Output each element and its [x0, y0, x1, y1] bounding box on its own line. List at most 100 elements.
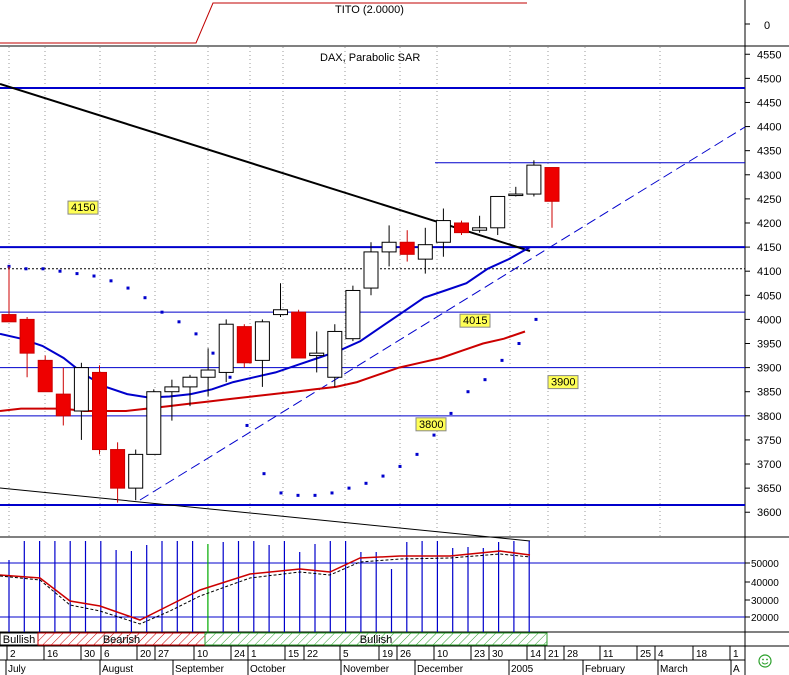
x-month-label: March — [660, 664, 688, 675]
y-tick-label: 3750 — [757, 435, 781, 447]
sar-dot — [92, 274, 96, 278]
y-tick-label: 4100 — [757, 266, 781, 278]
y-tick-label: 4050 — [757, 290, 781, 302]
y-tick-label: 4000 — [757, 314, 781, 326]
sar-dot — [58, 269, 62, 273]
x-day-label: 14 — [530, 649, 542, 660]
x-day-label: 1 — [251, 649, 257, 660]
x-month-label: November — [343, 664, 390, 675]
sar-dot — [41, 267, 45, 271]
sar-dot — [177, 320, 181, 324]
x-day-label: 27 — [158, 649, 170, 660]
candle-body — [291, 311, 307, 359]
candle-body — [309, 352, 325, 357]
x-day-label: 24 — [234, 649, 246, 660]
volume-tick-label: 50000 — [751, 559, 779, 570]
x-day-label: 11 — [603, 649, 614, 660]
candle-body — [544, 167, 560, 202]
sar-dot — [262, 472, 266, 476]
sar-dot — [534, 317, 538, 321]
sar-dot — [245, 423, 249, 427]
candle-body — [37, 359, 53, 393]
x-day-label: 28 — [567, 649, 579, 660]
y-tick-label: 4350 — [757, 146, 781, 158]
candle-body — [182, 376, 198, 388]
x-day-label: 30 — [492, 649, 504, 660]
sar-dot — [500, 358, 504, 362]
up-trend-line — [139, 126, 746, 501]
candle-body — [526, 164, 542, 195]
y-tick-label: 4500 — [757, 73, 781, 85]
x-day-label: 1 — [733, 649, 739, 660]
y-tick-label: 4250 — [757, 194, 781, 206]
candle-body — [435, 220, 451, 243]
candle-body — [399, 241, 415, 255]
sar-dot — [228, 375, 232, 379]
candle-body — [508, 193, 524, 197]
sar-dot — [109, 279, 113, 283]
candle-body — [472, 227, 488, 231]
sar-dot — [432, 433, 436, 437]
x-day-label: 25 — [640, 649, 652, 660]
candle-body — [55, 393, 71, 417]
candle-body — [327, 330, 343, 378]
level-label: 3900 — [551, 377, 575, 389]
y-tick-label: 3800 — [757, 411, 781, 423]
sar-dot — [24, 267, 28, 271]
x-day-label: 16 — [47, 649, 59, 660]
candle-body — [454, 222, 469, 234]
candle-body — [128, 453, 144, 489]
candle-body — [345, 289, 361, 340]
signal-label: Bullish — [360, 634, 392, 646]
candle-body — [363, 251, 379, 289]
sar-dot — [194, 332, 198, 336]
x-month-label: October — [250, 664, 286, 675]
signal-label: Bearish — [103, 634, 140, 646]
x-month-label: A — [733, 664, 740, 675]
volume-tick-label: 20000 — [751, 613, 779, 624]
level-label: 4150 — [71, 202, 95, 214]
x-day-label: 26 — [400, 649, 412, 660]
candle-body — [146, 391, 162, 455]
level-label: 3800 — [419, 419, 443, 431]
lower-trend-line — [0, 487, 531, 542]
x-day-label: 23 — [474, 649, 486, 660]
volume-osc-red — [0, 550, 531, 621]
y-tick-label: 4300 — [757, 170, 781, 182]
sar-dot — [330, 491, 334, 495]
tito-line — [0, 2, 527, 44]
sar-dot — [160, 310, 164, 314]
signal-segment — [204, 632, 548, 646]
candle-body — [254, 321, 270, 361]
volume-osc-black — [0, 553, 531, 625]
x-day-label: 15 — [288, 649, 300, 660]
candle-body — [236, 326, 252, 364]
x-month-label: July — [8, 664, 26, 675]
x-day-label: 10 — [197, 649, 209, 660]
sar-dot — [381, 474, 385, 478]
candle-body — [1, 314, 17, 323]
candle-body — [273, 309, 288, 316]
indicator-tick-label: 0 — [764, 20, 770, 32]
candle-body — [200, 369, 216, 378]
y-tick-label: 3650 — [757, 483, 781, 495]
sar-dot — [75, 272, 79, 276]
volume-tick-label: 30000 — [751, 596, 779, 607]
x-day-label: 22 — [307, 649, 319, 660]
x-month-label: February — [585, 664, 625, 675]
sar-dot — [483, 378, 487, 382]
x-day-label: 19 — [382, 649, 394, 660]
level-label-box — [459, 313, 491, 328]
sar-dot — [126, 286, 130, 290]
sar-dot — [279, 491, 283, 495]
y-tick-label: 3700 — [757, 459, 781, 471]
signal-label: Bullish — [3, 634, 35, 646]
sar-dot — [449, 411, 453, 415]
y-tick-label: 3950 — [757, 339, 781, 351]
y-tick-label: 4550 — [757, 49, 781, 61]
sar-dot — [398, 464, 402, 468]
level-label-box — [67, 200, 99, 215]
x-day-label: 18 — [696, 649, 708, 660]
candle-body — [19, 318, 35, 354]
